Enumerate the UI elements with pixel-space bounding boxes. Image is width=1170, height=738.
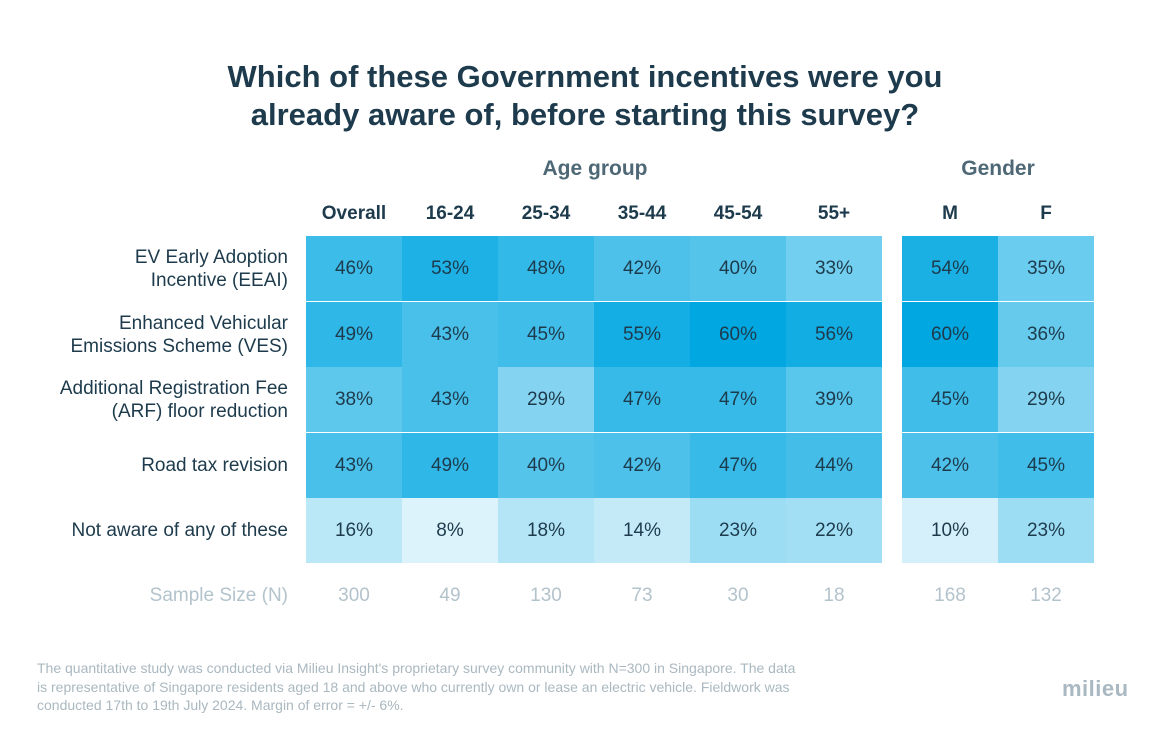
heatmap-cell: 39% xyxy=(786,367,882,432)
column-header-16-24: 16-24 xyxy=(425,203,475,224)
heatmap-cell: 22% xyxy=(786,498,882,563)
row-label: Road tax revision xyxy=(141,455,288,476)
heatmap-cell: 16% xyxy=(306,498,402,563)
sample-size-value: 130 xyxy=(530,585,562,606)
heatmap-cell: 48% xyxy=(498,236,594,301)
heatmap-cell: 55% xyxy=(594,302,690,367)
heatmap-cell: 40% xyxy=(498,433,594,498)
sample-size-value: 30 xyxy=(727,585,749,606)
heatmap-cell: 8% xyxy=(402,498,498,563)
heatmap-cell: 45% xyxy=(902,367,998,432)
column-header-m: M xyxy=(942,203,958,224)
heatmap-cell: 47% xyxy=(690,367,786,432)
footnote-line-1: The quantitative study was conducted via… xyxy=(37,660,796,676)
heatmap-cell: 44% xyxy=(786,433,882,498)
row-label: Not aware of any of these xyxy=(71,520,288,541)
row-label: Enhanced Vehicular Emissions Scheme (VES) xyxy=(70,312,288,357)
heatmap-cell: 43% xyxy=(402,302,498,367)
heatmap-cell: 38% xyxy=(306,367,402,432)
heatmap-cell: 60% xyxy=(902,302,998,367)
heatmap-cell: 45% xyxy=(998,433,1094,498)
heatmap-cell: 43% xyxy=(306,433,402,498)
heatmap-cell: 53% xyxy=(402,236,498,301)
sample-size-value: 132 xyxy=(1030,585,1062,606)
sample-size-value: 18 xyxy=(823,585,845,606)
heatmap-cell: 42% xyxy=(594,236,690,301)
heatmap-cell: 29% xyxy=(998,367,1094,432)
heatmap-cell: 40% xyxy=(690,236,786,301)
column-header-overall: Overall xyxy=(321,203,387,224)
heatmap-cell: 45% xyxy=(498,302,594,367)
column-header-35-44: 35-44 xyxy=(617,203,667,224)
footnote: The quantitative study was conducted via… xyxy=(37,659,937,715)
column-header-f: F xyxy=(1040,203,1052,224)
heatmap-cell: 36% xyxy=(998,302,1094,367)
column-header-25-34: 25-34 xyxy=(521,203,571,224)
heatmap-cell: 23% xyxy=(998,498,1094,563)
sample-size-value: 300 xyxy=(338,585,370,606)
heatmap-cell: 54% xyxy=(902,236,998,301)
column-header-45-54: 45-54 xyxy=(713,203,763,224)
milieu-logo: milieu xyxy=(1062,676,1129,701)
heatmap-cell: 60% xyxy=(690,302,786,367)
heatmap-cell: 43% xyxy=(402,367,498,432)
sample-size-value: 73 xyxy=(631,585,653,606)
chart-title-line-2: already aware of, before starting this s… xyxy=(250,97,920,132)
column-header-55-: 55+ xyxy=(817,203,851,224)
chart-title-line-1: Which of these Government incentives wer… xyxy=(227,59,943,94)
heatmap-cell: 23% xyxy=(690,498,786,563)
row-label: Additional Registration Fee (ARF) floor r… xyxy=(59,377,288,422)
heatmap-cell: 47% xyxy=(594,367,690,432)
heatmap-cell: 42% xyxy=(902,433,998,498)
footnote-line-3: conducted 17th to 19th July 2024. Margin… xyxy=(37,697,404,713)
heatmap-cell: 49% xyxy=(306,302,402,367)
heatmap-cell: 47% xyxy=(690,433,786,498)
heatmap-cell: 35% xyxy=(998,236,1094,301)
heatmap-cell: 29% xyxy=(498,367,594,432)
heatmap-cell: 14% xyxy=(594,498,690,563)
heatmap-cell: 56% xyxy=(786,302,882,367)
heatmap-cell: 18% xyxy=(498,498,594,563)
sample-size-value: 49 xyxy=(439,585,461,606)
chart-title: Which of these Government incentives wer… xyxy=(0,58,1170,134)
group-header-age: Age group xyxy=(542,157,648,180)
heatmap-cell: 33% xyxy=(786,236,882,301)
sample-size-label: Sample Size (N) xyxy=(149,585,288,606)
heatmap-cell: 42% xyxy=(594,433,690,498)
heatmap-cell: 46% xyxy=(306,236,402,301)
footnote-line-2: is representative of Singapore residents… xyxy=(37,678,790,695)
row-label: EV Early Adoption Incentive (EEAI) xyxy=(134,246,288,291)
group-header-gender: Gender xyxy=(961,157,1035,180)
heatmap-cell: 49% xyxy=(402,433,498,498)
sample-size-value: 168 xyxy=(934,585,966,606)
heatmap-cell: 10% xyxy=(902,498,998,563)
